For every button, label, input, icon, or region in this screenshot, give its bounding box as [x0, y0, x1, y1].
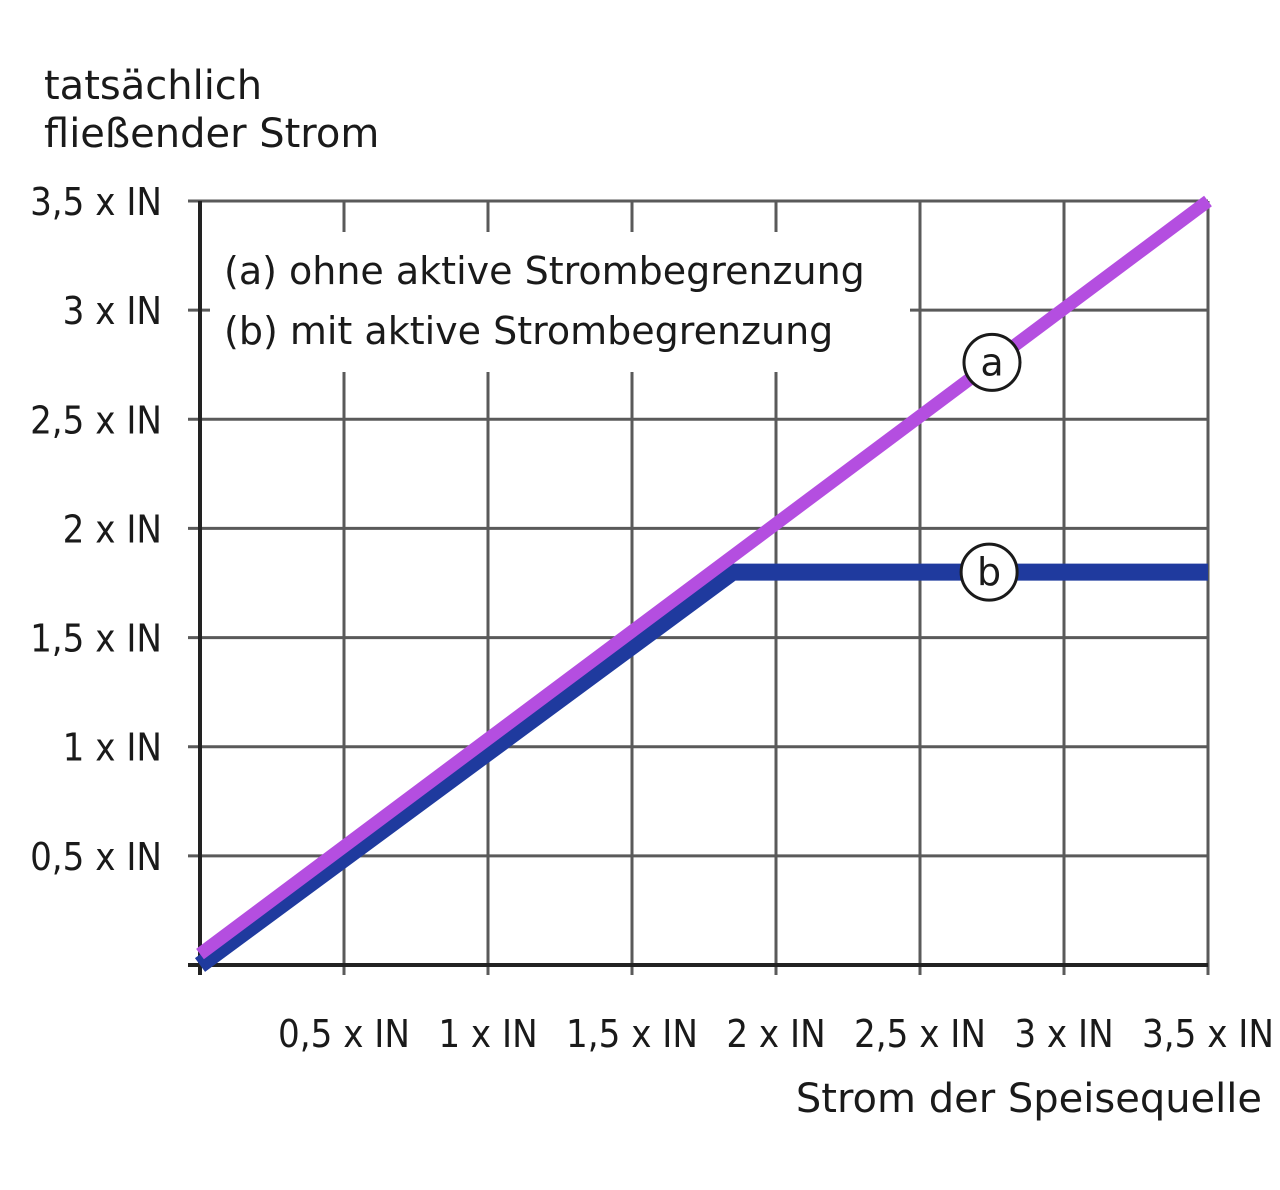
series-markers: ab [959, 332, 1022, 602]
y-tick-label-1: 1 x IN [63, 726, 162, 770]
series-marker-label-a: a [980, 340, 1003, 384]
y-tick-label-0: 0,5 x IN [30, 835, 162, 879]
x-tick-label-0: 0,5 x IN [278, 1012, 410, 1056]
x-axis-label: Strom der Speisequelle [795, 1076, 1262, 1122]
series-marker-a: a [962, 332, 1022, 392]
series-marker-label-b: b [977, 550, 1001, 594]
x-tick-label-2: 1,5 x IN [566, 1012, 698, 1056]
axes [188, 201, 1208, 975]
x-tick-label-3: 2 x IN [726, 1012, 825, 1056]
y-axis-label: tatsächlich fließender Strom [44, 62, 379, 158]
y-axis-label-line-2: fließender Strom [44, 111, 380, 157]
legend-entry-a: (a) ohne aktive Strombegrenzung [224, 249, 865, 293]
series-lines [194, 195, 1212, 972]
legend-entry-b: (b) mit aktive Strombegrenzung [224, 309, 833, 353]
series-marker-circle-a [962, 332, 1022, 392]
x-tick-label-6: 3,5 x IN [1142, 1012, 1274, 1056]
x-tick-label-1: 1 x IN [438, 1012, 537, 1056]
x-tick-label-4: 2,5 x IN [854, 1012, 986, 1056]
series-marker-b: b [959, 542, 1019, 602]
y-tick-label-4: 2,5 x IN [30, 398, 162, 442]
y-tick-label-2: 1,5 x IN [30, 617, 162, 661]
x-tick-label-5: 3 x IN [1014, 1012, 1113, 1056]
series-marker-circle-b [959, 542, 1019, 602]
y-tick-label-6: 3,5 x IN [30, 180, 162, 224]
x-tick-labels: 0,5 x IN 1 x IN 1,5 x IN 2 x IN 2,5 x IN 3 x … [278, 1012, 1274, 1056]
y-tick-label-3: 2 x IN [63, 507, 162, 551]
y-tick-label-5: 3 x IN [63, 289, 162, 333]
legend: (a) ohne aktive Strombegrenzung (b) mit … [224, 249, 865, 353]
series-line-b [194, 563, 1208, 972]
legend-background [210, 232, 910, 372]
series-line-a [196, 195, 1212, 960]
y-tick-labels: 0,5 x IN 1 x IN 1,5 x IN 2 x IN 2,5 x IN 3 x … [30, 180, 162, 879]
y-axis-label-line-1: tatsächlich [44, 63, 263, 109]
